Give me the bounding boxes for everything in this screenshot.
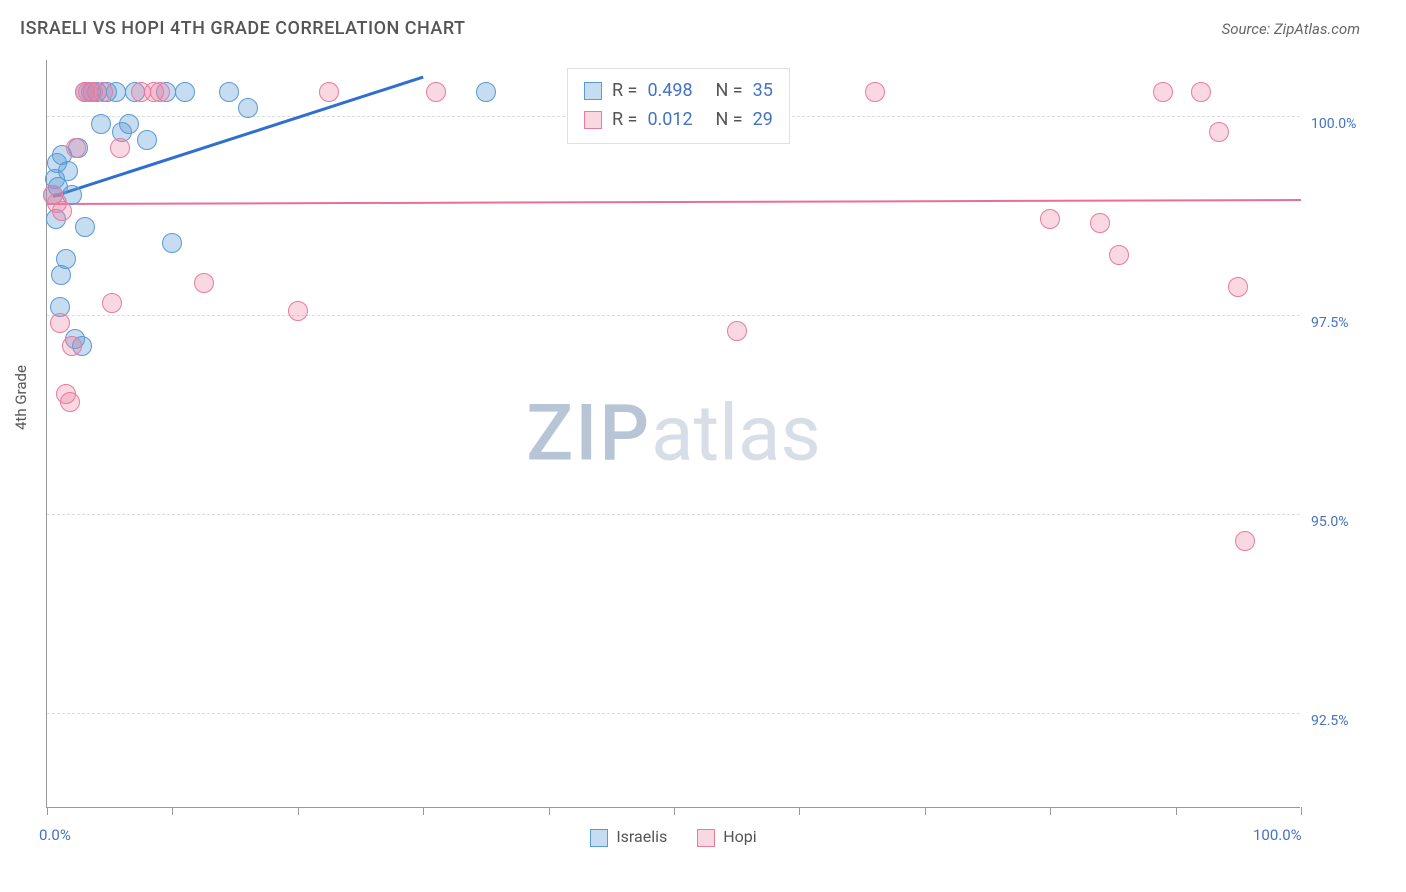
data-point — [1191, 82, 1211, 102]
data-point — [150, 82, 170, 102]
r-label: R = — [612, 77, 637, 106]
trend-line — [47, 199, 1301, 205]
data-point — [66, 138, 86, 158]
watermark-part2: atlas — [651, 388, 821, 479]
data-point — [52, 201, 72, 221]
data-point — [319, 82, 339, 102]
legend-label: Israelis — [616, 827, 667, 846]
data-point — [476, 82, 496, 102]
legend-item: Hopi — [697, 827, 756, 847]
data-point — [119, 114, 139, 134]
gridline — [47, 315, 1300, 316]
data-point — [1109, 245, 1129, 265]
data-point — [62, 336, 82, 356]
data-point — [91, 114, 111, 134]
legend-row: R = 0.498 N = 35 — [584, 77, 773, 106]
data-point — [60, 392, 80, 412]
data-point — [1228, 277, 1248, 297]
data-point — [162, 233, 182, 253]
stats-legend: R = 0.498 N = 35 R = 0.012 N = 29 — [567, 68, 790, 144]
x-tick — [925, 807, 926, 815]
x-tick — [799, 807, 800, 815]
chart-title: ISRAELI VS HOPI 4TH GRADE CORRELATION CH… — [20, 18, 466, 39]
data-point — [110, 138, 130, 158]
legend-swatch — [584, 82, 602, 100]
data-point — [238, 98, 258, 118]
data-point — [102, 293, 122, 313]
y-tick-label: 95.0% — [1311, 514, 1349, 530]
gridline — [47, 514, 1300, 515]
legend-swatch — [590, 829, 608, 847]
legend-label: Hopi — [723, 827, 756, 846]
watermark-part1: ZIP — [526, 388, 651, 479]
n-value: 35 — [753, 77, 773, 106]
r-value: 0.498 — [647, 77, 705, 106]
data-point — [137, 130, 157, 150]
r-label: R = — [612, 106, 637, 135]
data-point — [50, 313, 70, 333]
data-point — [426, 82, 446, 102]
data-point — [56, 249, 76, 269]
data-point — [865, 82, 885, 102]
x-tick — [1301, 807, 1302, 815]
data-point — [1153, 82, 1173, 102]
x-tick — [172, 807, 173, 815]
data-point — [1040, 209, 1060, 229]
n-label: N = — [715, 77, 742, 106]
source-attribution: Source: ZipAtlas.com — [1222, 20, 1360, 38]
x-tick — [1050, 807, 1051, 815]
legend-swatch — [697, 829, 715, 847]
data-point — [727, 321, 747, 341]
data-point — [58, 161, 78, 181]
legend-item: Israelis — [590, 827, 667, 847]
legend-row: R = 0.012 N = 29 — [584, 106, 773, 135]
data-point — [93, 82, 113, 102]
data-point — [194, 273, 214, 293]
x-tick — [298, 807, 299, 815]
gridline — [47, 713, 1300, 714]
data-point — [1235, 531, 1255, 551]
legend-swatch — [584, 111, 602, 129]
y-axis-title: 4th Grade — [12, 365, 30, 430]
watermark: ZIPatlas — [526, 388, 821, 479]
data-point — [175, 82, 195, 102]
data-point — [219, 82, 239, 102]
data-point — [288, 301, 308, 321]
y-tick-label: 92.5% — [1311, 713, 1349, 729]
data-point — [75, 217, 95, 237]
r-value: 0.012 — [647, 106, 705, 135]
x-tick — [674, 807, 675, 815]
series-legend: Israelis Hopi — [47, 827, 1300, 847]
data-point — [1090, 213, 1110, 233]
y-tick-label: 100.0% — [1311, 116, 1356, 132]
x-tick — [549, 807, 550, 815]
y-tick-label: 97.5% — [1311, 315, 1349, 331]
x-tick — [47, 807, 48, 815]
data-point — [1209, 122, 1229, 142]
n-value: 29 — [753, 106, 773, 135]
chart-plot-area: ZIPatlas 92.5%95.0%97.5%100.0%0.0%100.0%… — [46, 60, 1300, 808]
n-label: N = — [715, 106, 742, 135]
x-tick — [423, 807, 424, 815]
x-tick — [1176, 807, 1177, 815]
